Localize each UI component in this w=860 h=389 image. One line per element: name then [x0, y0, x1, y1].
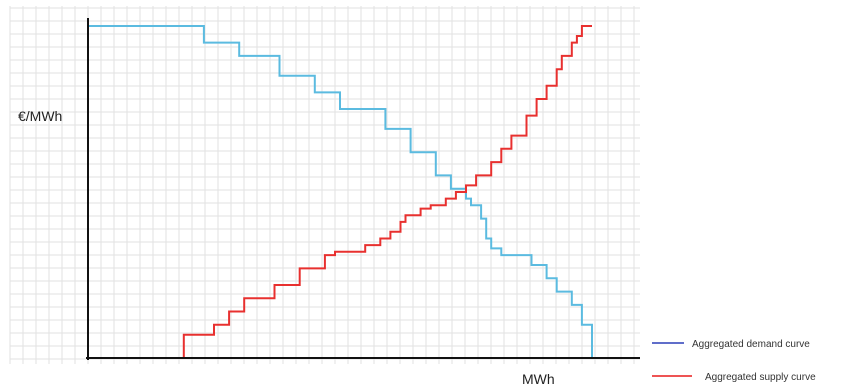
x-axis-label: MWh — [522, 371, 555, 387]
supply-curve-line — [88, 25, 592, 359]
grid — [9, 6, 640, 364]
legend-supply-label: Aggregated supply curve — [705, 372, 816, 383]
legend-demand-label: Aggregated demand curve — [692, 339, 810, 350]
series-layer — [88, 25, 593, 359]
y-axis-label: €/MWh — [18, 108, 62, 124]
legend: Aggregated demand curve Aggregated suppl… — [652, 339, 816, 383]
demand-curve-line — [88, 25, 593, 358]
axes — [86, 18, 640, 360]
